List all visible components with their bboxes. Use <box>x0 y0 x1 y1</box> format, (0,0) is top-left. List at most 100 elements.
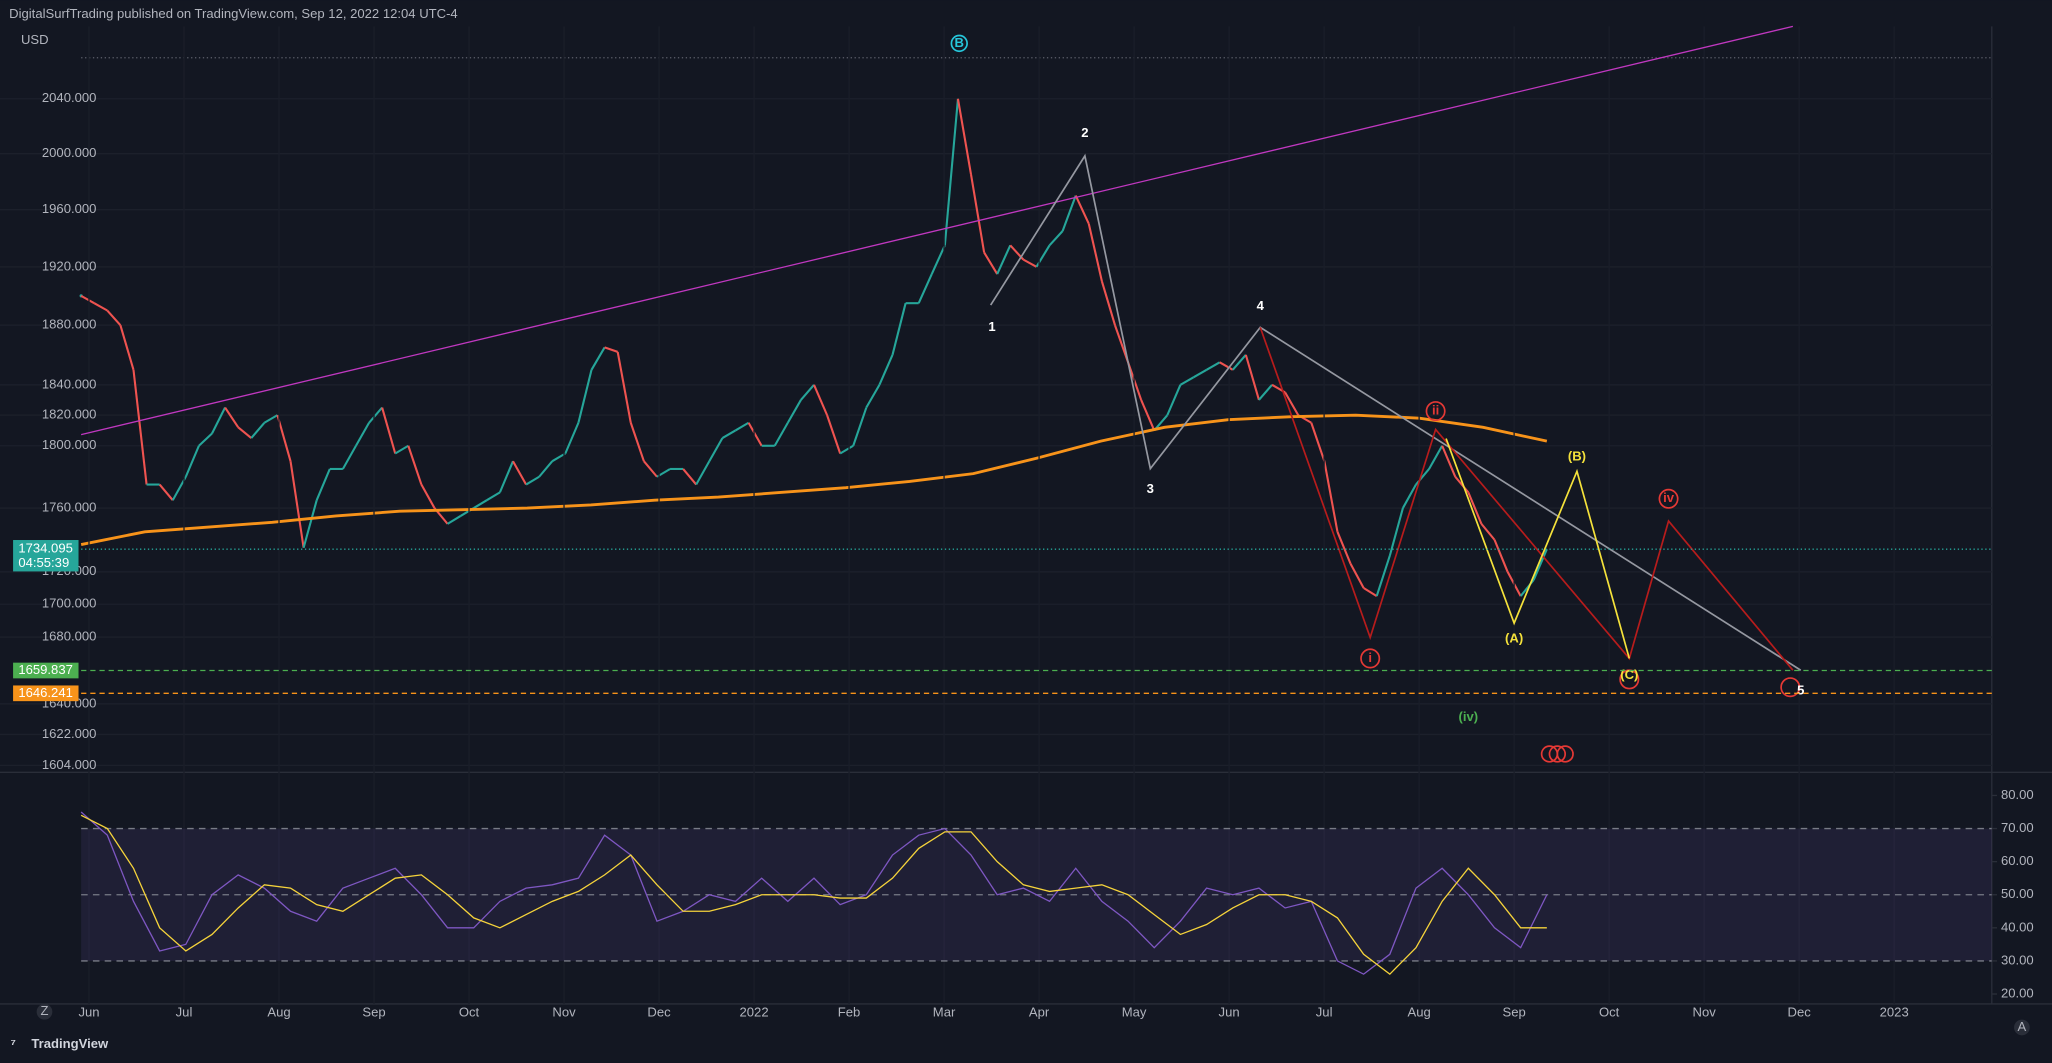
price-segment <box>1454 476 1470 494</box>
countdown: 04:55:39 <box>18 555 69 570</box>
x-tick-label: Jun <box>1219 1005 1240 1020</box>
price-segment <box>773 422 789 447</box>
wave-circle <box>1780 677 1801 698</box>
level-tag-label: 1646.241 <box>18 685 73 700</box>
price-segment <box>473 499 488 509</box>
level-tag <box>13 662 79 679</box>
price-segment <box>211 407 227 434</box>
price-segment <box>721 429 737 439</box>
auto-scale-icon[interactable]: A <box>2018 1019 2027 1034</box>
x-tick-label: 2022 <box>740 1005 769 1020</box>
price-segment <box>407 445 423 485</box>
price-segment <box>682 468 698 486</box>
x-tick-label: Sep <box>362 1005 385 1020</box>
price-segment <box>132 369 148 485</box>
price-segment <box>1074 195 1090 225</box>
price-segment <box>1087 223 1103 282</box>
x-tick-label: May <box>1122 1005 1147 1020</box>
level-tag-label: 1659.837 <box>18 662 73 677</box>
price-segment <box>1114 324 1130 363</box>
y-tick-label: 1680.000 <box>42 628 97 643</box>
price-segment <box>1401 484 1417 509</box>
price-segment <box>996 244 1012 275</box>
price-segment <box>1048 230 1064 246</box>
wave-circle <box>1658 488 1679 509</box>
price-segment <box>1192 368 1208 379</box>
price-segment <box>1428 445 1444 470</box>
price-segment <box>1310 422 1326 462</box>
price-segment <box>1467 491 1483 525</box>
zoom-button[interactable] <box>36 1003 53 1020</box>
price-segment <box>224 406 240 428</box>
wave-label: B <box>955 35 964 50</box>
zoom-icon[interactable]: Z <box>40 1003 48 1018</box>
x-tick-label: Jul <box>176 1005 193 1020</box>
logo: ⁷ <box>10 1036 15 1051</box>
y-tick-label: 1920.000 <box>42 258 97 273</box>
price-segment <box>1532 548 1548 581</box>
y-tick-label: 40.00 <box>2001 919 2034 934</box>
price-segment <box>943 98 959 246</box>
price-segment <box>93 302 108 312</box>
price-segment <box>1415 468 1430 486</box>
wave-line <box>1445 438 1631 659</box>
price-segment <box>538 460 554 478</box>
header: DigitalSurfTrading published on TradingV… <box>9 6 458 21</box>
x-tick-label: Mar <box>933 1005 956 1020</box>
price-segment <box>891 302 907 356</box>
y-tick-label: 80.00 <box>2001 787 2034 802</box>
y-tick-label: 1800.000 <box>42 437 97 452</box>
x-tick-label: Nov <box>552 1005 576 1020</box>
price-segment <box>341 445 357 470</box>
price-segment <box>512 460 527 486</box>
x-tick-label: Nov <box>1693 1005 1717 1020</box>
price-segment <box>447 515 462 525</box>
y-tick-label: 20.00 <box>2001 985 2034 1000</box>
y-tick-label: 1820.000 <box>42 407 97 422</box>
price-segment <box>695 460 711 486</box>
y-tick-label: 1604.000 <box>42 757 97 772</box>
wave-circle <box>1360 648 1381 669</box>
price-segment <box>1100 281 1116 326</box>
x-tick-label: 2023 <box>1880 1005 1909 1020</box>
y-tick-label: 1700.000 <box>42 596 97 611</box>
x-tick-label: Dec <box>1788 1005 1812 1020</box>
price-segment <box>734 421 750 432</box>
wave-label: i <box>1368 650 1372 665</box>
price-segment <box>1493 539 1509 573</box>
price-segment <box>852 407 868 447</box>
price-segment <box>106 309 122 326</box>
x-tick-label: Jun <box>78 1005 99 1020</box>
wave-circle <box>950 34 968 53</box>
price-segment <box>420 484 436 509</box>
moving-average <box>80 413 1548 546</box>
price-segment <box>747 422 763 447</box>
price-segment <box>486 491 501 502</box>
price-segment <box>1375 555 1391 597</box>
wave-line <box>989 153 1802 671</box>
price-segment <box>1022 258 1037 268</box>
auto-scale-button[interactable] <box>2014 1019 2030 1036</box>
y-tick-label: 30.00 <box>2001 952 2034 967</box>
y-tick-label: 1960.000 <box>42 201 97 216</box>
x-tick-label: Oct <box>459 1005 480 1020</box>
wave-label: (iv) <box>1459 709 1479 724</box>
price-segment <box>956 98 973 175</box>
y-tick-label: 60.00 <box>2001 853 2034 868</box>
price-segment <box>498 460 514 493</box>
price-segment <box>1179 376 1195 386</box>
rsi-line <box>80 814 1547 976</box>
price-segment <box>1061 195 1077 232</box>
price-segment <box>1480 523 1496 541</box>
price-segment <box>119 324 135 371</box>
y-tick-label: 1840.000 <box>42 376 97 391</box>
x-tick-label: Oct <box>1599 1005 1620 1020</box>
price-segment <box>1349 563 1365 589</box>
price-segment <box>1363 587 1378 597</box>
footer: TradingView <box>31 1036 109 1051</box>
wave-label: 3 <box>1147 481 1154 496</box>
wave-label: 4 <box>1257 298 1265 313</box>
wave-label: (B) <box>1568 448 1586 463</box>
wave-label: 1 <box>988 319 995 334</box>
